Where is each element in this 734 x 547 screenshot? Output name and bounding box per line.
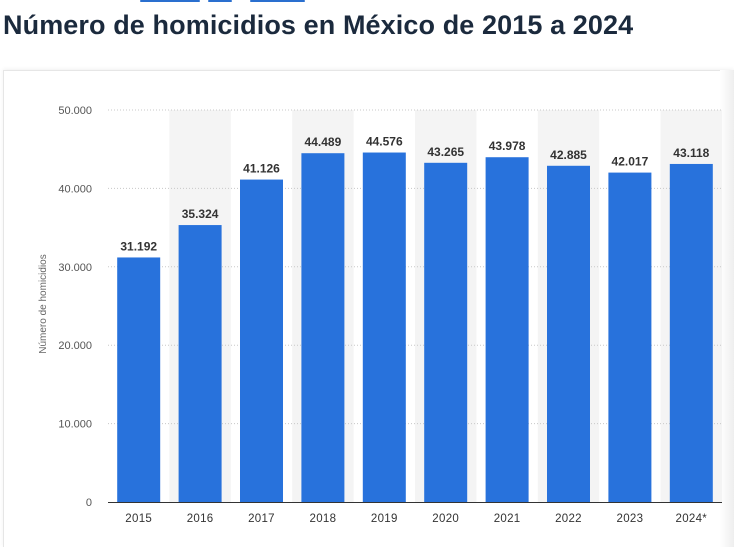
bar[interactable]: [178, 225, 222, 502]
chart-card-edge: [720, 70, 734, 547]
bar[interactable]: [362, 152, 406, 502]
x-tick-label: 2023: [617, 513, 644, 525]
bar[interactable]: [117, 257, 161, 502]
data-labels: 31.192 35.324 41.126 44.489 44.576 43.265 43.9…: [120, 135, 709, 254]
page-title: Número de homicidios en México de 2015 a…: [3, 10, 634, 40]
data-label: 43.265: [427, 145, 464, 159]
x-axis-labels: 2015 2016 2017 2018 2019 2020 2021 2022 2023 2024…: [125, 513, 707, 525]
x-tick-label: 2016: [187, 513, 214, 525]
bar[interactable]: [547, 165, 590, 502]
bar[interactable]: [301, 153, 345, 502]
data-label: 44.489: [305, 135, 342, 149]
x-tick-label: 2021: [494, 513, 521, 525]
data-label: 35.324: [182, 207, 219, 221]
x-tick-label: 2020: [432, 513, 459, 525]
x-tick-label: 2017: [248, 513, 275, 525]
y-axis-ticks: 0 10.000 20.000 30.000 40.000 50.000: [58, 105, 92, 509]
y-tick-label: 10.000: [58, 419, 92, 431]
bars: [117, 152, 713, 503]
y-tick-label: 20.000: [58, 340, 92, 352]
bar[interactable]: [424, 162, 468, 502]
data-label: 44.576: [366, 135, 403, 149]
x-tick-label: 2022: [555, 513, 582, 525]
x-tick-label: 2019: [371, 513, 398, 525]
data-label: 42.017: [612, 155, 649, 169]
data-label: 42.885: [550, 148, 587, 162]
bar[interactable]: [485, 157, 529, 503]
y-tick-label: 40.000: [58, 183, 92, 195]
y-tick-label: 50.000: [58, 105, 92, 117]
y-tick-label: 30.000: [58, 262, 92, 274]
bar[interactable]: [240, 179, 283, 503]
x-tick-label: 2024*: [676, 513, 708, 525]
data-label: 31.192: [120, 239, 157, 253]
x-tick-label: 2018: [310, 513, 337, 525]
bar[interactable]: [608, 172, 652, 502]
y-tick-label: 0: [86, 497, 92, 509]
x-tick-label: 2015: [125, 513, 152, 525]
top-link-strip: [0, 0, 734, 8]
bar[interactable]: [669, 163, 713, 502]
data-label: 43.978: [489, 139, 526, 153]
data-label: 41.126: [243, 162, 280, 176]
y-axis-title: Número de homicidios: [38, 254, 49, 354]
data-label: 43.118: [673, 146, 709, 160]
